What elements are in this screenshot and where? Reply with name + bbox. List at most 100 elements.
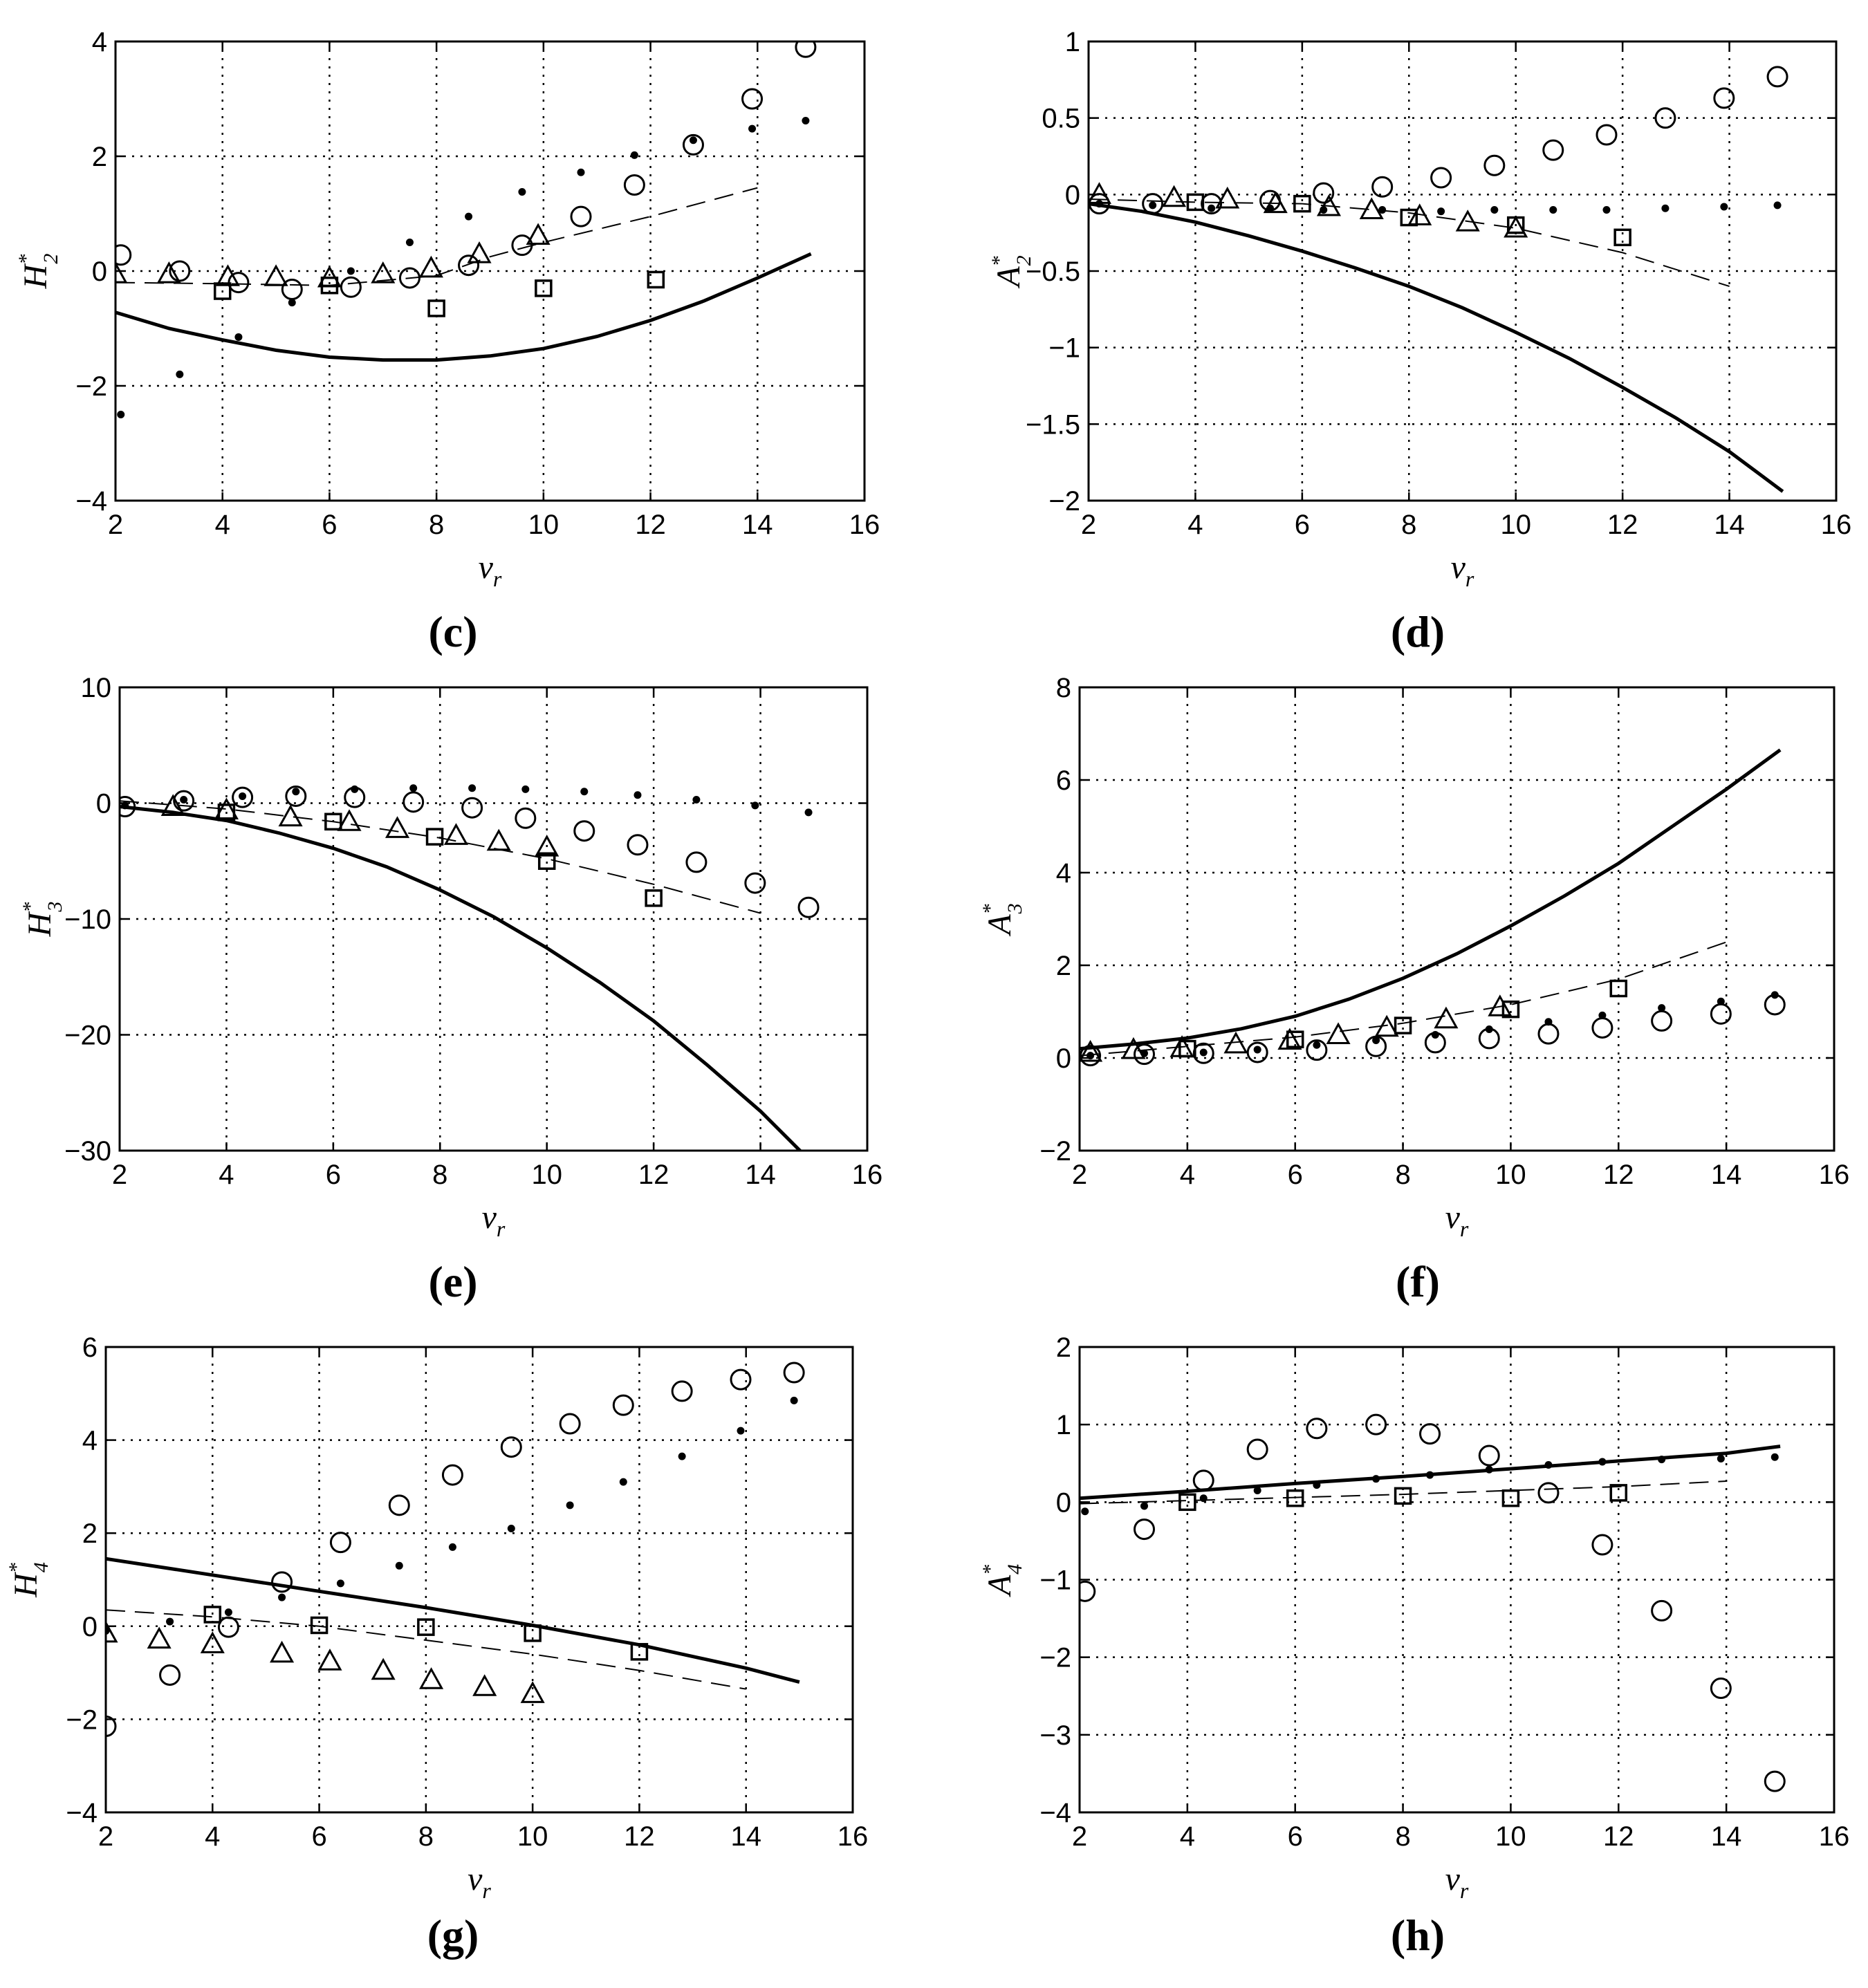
triangle-marker bbox=[1455, 210, 1480, 232]
y-axis-label: A* 2 bbox=[988, 255, 1035, 288]
square-marker bbox=[1609, 979, 1628, 998]
square-marker bbox=[1286, 1489, 1304, 1507]
triangle-marker bbox=[1407, 203, 1432, 225]
circle-marker bbox=[1306, 1418, 1328, 1440]
x-tick-label: 12 bbox=[638, 1160, 669, 1190]
circle-marker bbox=[388, 1494, 410, 1516]
triangle-marker bbox=[443, 823, 468, 845]
dashed-fit-line-c bbox=[115, 187, 758, 286]
dot-marker bbox=[521, 785, 530, 793]
dot-marker bbox=[1770, 991, 1779, 999]
circle-marker bbox=[627, 834, 649, 856]
x-tick-label: 2 bbox=[1081, 510, 1096, 540]
dot-marker bbox=[117, 411, 125, 418]
x-tick-label: 16 bbox=[1821, 510, 1852, 540]
triangle-marker bbox=[526, 223, 551, 245]
x-axis-label: vr bbox=[1451, 549, 1474, 591]
plot-area bbox=[120, 784, 820, 1151]
x-tick-label: 8 bbox=[1395, 1821, 1410, 1852]
dot-marker bbox=[689, 136, 697, 145]
triangle-marker bbox=[1316, 194, 1342, 216]
triangle-marker bbox=[418, 255, 443, 278]
circle-marker bbox=[159, 1664, 181, 1686]
x-tick-label: 10 bbox=[531, 1160, 562, 1190]
x-tick-label: 4 bbox=[219, 1160, 234, 1190]
triangle-marker bbox=[1504, 215, 1528, 238]
chart-panel-d: 2 4 6 8 10 12 14 16 −2 −1.5 −1 −0.5 0 0.5 1 vr A* 2 (d) bbox=[988, 27, 1851, 656]
x-tick-label: 6 bbox=[1288, 1160, 1303, 1190]
y-tick-label: −1 bbox=[1048, 333, 1080, 364]
x-tick-label: 14 bbox=[1711, 1160, 1742, 1190]
panel-label-f: (f) bbox=[1396, 1257, 1440, 1306]
y-tick-label: 6 bbox=[1056, 765, 1071, 796]
dot-marker bbox=[1720, 203, 1728, 211]
triangle-marker bbox=[317, 1648, 342, 1671]
dot-marker bbox=[634, 791, 642, 799]
x-axis-label: vr bbox=[1445, 1861, 1469, 1903]
circle-marker bbox=[623, 174, 645, 196]
circle-marker bbox=[559, 1413, 581, 1435]
x-tick-label: 4 bbox=[1187, 510, 1203, 540]
dot-marker bbox=[1598, 1011, 1607, 1019]
dot-marker bbox=[804, 808, 813, 817]
square-marker bbox=[1613, 228, 1631, 247]
triangle-marker bbox=[1359, 197, 1384, 219]
y-tick-label: 0 bbox=[92, 257, 107, 287]
dashed-fit-line-d bbox=[1089, 198, 1730, 288]
circle-marker bbox=[1246, 1041, 1268, 1063]
square-marker bbox=[1293, 194, 1311, 213]
circle-marker bbox=[1201, 193, 1223, 215]
triangle-marker bbox=[147, 1626, 172, 1649]
square-marker bbox=[1501, 1489, 1520, 1507]
dot-marker bbox=[1658, 1456, 1666, 1464]
dot-marker bbox=[1208, 204, 1216, 212]
circle-marker bbox=[1134, 1043, 1156, 1066]
dot-marker bbox=[737, 1427, 745, 1435]
dot-marker bbox=[577, 168, 585, 176]
y-tick-label: 0 bbox=[1065, 180, 1080, 210]
dashed-fit-line-e bbox=[120, 800, 761, 914]
x-tick-label: 14 bbox=[1711, 1821, 1742, 1852]
dot-marker bbox=[346, 267, 355, 275]
x-tick-label: 12 bbox=[1603, 1160, 1634, 1190]
circle-marker bbox=[1654, 107, 1676, 129]
square-marker bbox=[537, 852, 556, 870]
triangle-marker bbox=[106, 1620, 118, 1643]
circle-marker bbox=[398, 267, 420, 289]
dot-marker bbox=[234, 333, 243, 341]
solid-curve-c bbox=[115, 252, 812, 362]
dot-marker bbox=[239, 792, 247, 800]
dot-marker bbox=[1253, 1046, 1261, 1054]
circle-marker bbox=[1246, 1438, 1268, 1460]
dot-marker bbox=[1437, 207, 1445, 216]
square-marker bbox=[1186, 193, 1205, 212]
x-tick-label: 2 bbox=[98, 1821, 113, 1852]
dot-marker bbox=[1253, 1487, 1261, 1495]
triangle-marker bbox=[214, 797, 239, 820]
x-tick-label: 4 bbox=[1180, 1821, 1195, 1852]
x-tick-label: 8 bbox=[1395, 1160, 1410, 1190]
dot-marker bbox=[1485, 1025, 1493, 1033]
dot-marker bbox=[176, 370, 184, 378]
dot-marker bbox=[1658, 1004, 1666, 1012]
y-axis-label: H* 4 bbox=[5, 1562, 53, 1598]
triangle-marker bbox=[156, 261, 181, 284]
dot-marker bbox=[580, 788, 589, 796]
y-tick-label: 2 bbox=[82, 1518, 98, 1549]
circle-marker bbox=[271, 1571, 293, 1593]
circle-marker bbox=[671, 1380, 693, 1402]
circle-marker bbox=[1419, 1423, 1441, 1445]
dot-marker bbox=[1544, 1018, 1553, 1026]
circle-marker bbox=[730, 1368, 752, 1391]
circle-marker bbox=[403, 791, 425, 813]
dot-marker bbox=[1313, 1041, 1321, 1049]
square-marker bbox=[213, 282, 232, 300]
dot-marker bbox=[748, 124, 757, 133]
triangle-marker bbox=[1215, 186, 1240, 209]
dot-marker bbox=[1426, 1471, 1434, 1479]
y-tick-label: 0 bbox=[1056, 1487, 1071, 1518]
y-tick-label: 0 bbox=[1056, 1043, 1071, 1074]
x-tick-label: 4 bbox=[205, 1821, 220, 1852]
